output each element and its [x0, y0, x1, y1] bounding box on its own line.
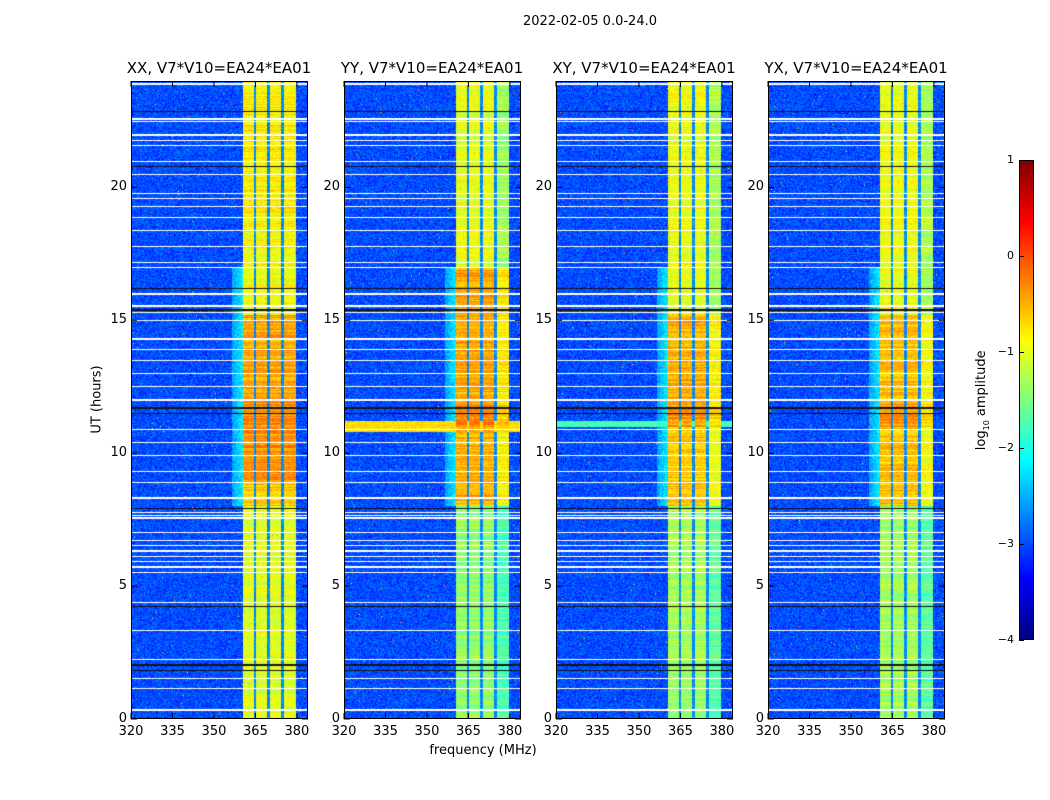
colorbar-tick-mark	[1019, 448, 1024, 449]
colorbar	[1019, 160, 1034, 640]
colorbar-tick-label: 0	[1007, 249, 1014, 262]
y-tick-label: 5	[755, 578, 764, 594]
x-tick-label: 365	[243, 724, 268, 739]
panel-title: XX, V7*V10=EA24*EA01	[126, 59, 312, 77]
axis-ticks	[767, 81, 945, 720]
panel-title: YX, V7*V10=EA24*EA01	[764, 59, 948, 77]
heatmap-image	[769, 82, 944, 718]
x-tick-label: 320	[543, 724, 569, 739]
y-tick-label: 5	[118, 578, 127, 594]
x-tick-label: 350	[414, 724, 440, 739]
y-tick-label: 15	[110, 312, 127, 328]
colorbar-tick-mark	[1019, 352, 1024, 353]
x-tick-label: 350	[626, 724, 652, 739]
colorbar-tick-label: −1	[997, 345, 1014, 358]
x-tick-label: 380	[709, 724, 735, 739]
y-tick-label: 10	[323, 445, 340, 461]
y-tick-label: 10	[747, 445, 764, 461]
x-tick-label: 320	[331, 724, 357, 739]
axis-ticks	[130, 81, 308, 720]
x-tick-label: 320	[755, 724, 781, 739]
heatmap-panel-3	[767, 81, 945, 720]
axis-ticks	[555, 81, 733, 720]
figure-title: 2022-02-05 0.0-24.0	[523, 14, 657, 29]
panel-title: XY, V7*V10=EA24*EA01	[552, 59, 736, 77]
colorbar-tick-label: −3	[997, 537, 1014, 550]
colorbar-tick-mark	[1019, 544, 1024, 545]
y-tick-label: 20	[747, 179, 764, 195]
heatmap-image	[557, 82, 732, 718]
x-axis-label: frequency (MHz)	[429, 743, 537, 758]
x-tick-label: 380	[284, 724, 310, 739]
x-tick-label: 335	[585, 724, 610, 739]
x-tick-label: 335	[373, 724, 398, 739]
colorbar-tick-mark	[1019, 256, 1024, 257]
colorbar-gradient	[1020, 161, 1033, 639]
x-tick-label: 335	[160, 724, 185, 739]
x-tick-label: 380	[497, 724, 523, 739]
x-tick-label: 365	[668, 724, 693, 739]
x-tick-label: 320	[118, 724, 144, 739]
colorbar-tick-label: −4	[997, 633, 1014, 646]
y-tick-label: 15	[747, 312, 764, 328]
y-tick-label: 15	[323, 312, 340, 328]
axis-ticks	[343, 81, 521, 720]
y-tick-label: 5	[331, 578, 340, 594]
x-tick-label: 335	[797, 724, 822, 739]
heatmap-panel-1	[343, 81, 521, 720]
y-axis-label: UT (hours)	[89, 365, 105, 434]
heatmap-image	[345, 82, 520, 718]
x-tick-label: 380	[921, 724, 947, 739]
colorbar-tick-mark	[1019, 640, 1024, 641]
heatmap-panel-2	[555, 81, 733, 720]
x-tick-label: 365	[456, 724, 481, 739]
y-tick-label: 0	[755, 711, 764, 726]
y-tick-label: 20	[323, 179, 340, 195]
y-tick-label: 10	[110, 445, 127, 461]
colorbar-tick-mark	[1019, 160, 1024, 161]
x-tick-label: 350	[201, 724, 227, 739]
y-tick-label: 0	[543, 711, 552, 726]
panel-title: YY, V7*V10=EA24*EA01	[340, 59, 524, 77]
colorbar-tick-label: 1	[1007, 153, 1014, 166]
y-tick-label: 15	[535, 312, 552, 328]
colorbar-label-sub: 10	[981, 420, 991, 431]
y-tick-label: 20	[535, 179, 552, 195]
y-tick-label: 0	[331, 711, 340, 726]
y-tick-label: 5	[543, 578, 552, 594]
heatmap-image	[132, 82, 307, 718]
colorbar-tick-label: −2	[997, 441, 1014, 454]
y-tick-label: 20	[110, 179, 127, 195]
colorbar-label-rest: amplitude	[974, 350, 990, 421]
y-tick-label: 0	[118, 711, 127, 726]
x-tick-label: 350	[838, 724, 864, 739]
y-tick-label: 10	[535, 445, 552, 461]
heatmap-panel-0	[130, 81, 308, 720]
x-tick-label: 365	[880, 724, 905, 739]
